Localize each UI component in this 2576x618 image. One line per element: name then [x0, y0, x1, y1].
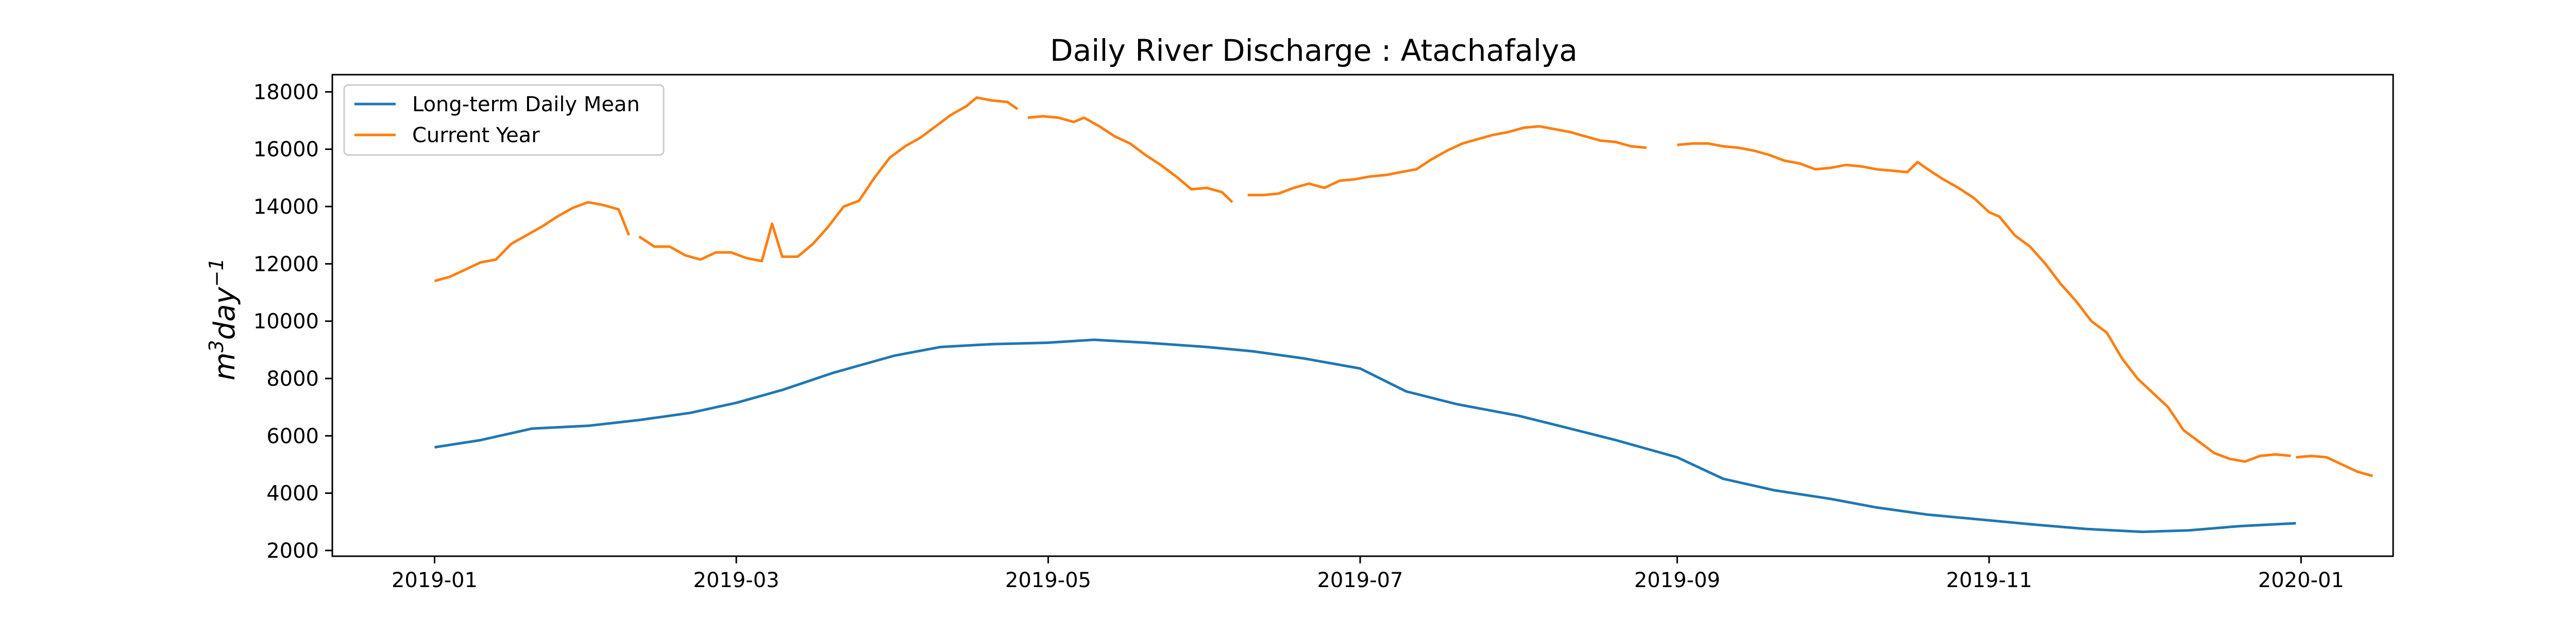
legend-box	[343, 84, 665, 156]
x-tick-label-2020-01: 2020-01	[2258, 569, 2344, 592]
y-tick-label-10000: 10000	[253, 310, 319, 334]
x-tick-label-2019-09: 2019-09	[1634, 569, 1720, 592]
plot-frame	[331, 74, 2394, 557]
legend: Long-term Daily Mean Current Year	[343, 84, 665, 156]
y-tick-label-12000: 12000	[253, 252, 319, 276]
series-line-current-year-segment-3	[1027, 115, 1233, 203]
x-tick-label-2019-05: 2019-05	[1005, 569, 1091, 592]
x-tick-label-2019-01: 2019-01	[392, 569, 478, 592]
y-axis-label-base: m	[208, 352, 242, 381]
y-axis-label-exponent-1: 3	[205, 340, 228, 352]
y-tick-label-8000: 8000	[266, 367, 319, 391]
x-tick-label-2019-07: 2019-07	[1317, 569, 1403, 592]
series-line-current-year-segment-4	[1247, 125, 1647, 197]
x-tick-label-2019-11: 2019-11	[1946, 569, 2032, 592]
y-axis-label-middle: day	[208, 286, 242, 340]
series-line-current-year-segment-2	[638, 96, 1019, 263]
y-axis: 2000 4000 6000 8000 10000 12000 14000 16000 1800…	[253, 80, 332, 563]
y-axis-label-exponent-2: −1	[205, 258, 228, 287]
y-tick-label-4000: 4000	[266, 482, 319, 506]
y-axis-label: m3day−1	[205, 258, 242, 381]
legend-label-1: Long-term Daily Mean	[412, 93, 640, 116]
y-tick-label-18000: 18000	[253, 80, 319, 104]
series-line-current-year-segment-6	[2296, 454, 2373, 477]
y-tick-label-16000: 16000	[253, 138, 319, 162]
y-tick-label-2000: 2000	[266, 539, 319, 563]
series-line-current-year-segment-5	[1677, 142, 2291, 463]
y-tick-label-14000: 14000	[253, 195, 319, 219]
series-line-long-term-daily-mean	[434, 338, 2296, 534]
chart-title: Daily River Discharge : Atachafalya	[1050, 33, 1578, 68]
x-axis: 2019-01 2019-03 2019-05 2019-07 2019-09 2019-…	[392, 556, 2344, 592]
plot-area	[434, 96, 2373, 534]
x-tick-label-2019-03: 2019-03	[693, 569, 779, 592]
y-tick-label-6000: 6000	[266, 424, 319, 448]
legend-label-2: Current Year	[412, 124, 540, 147]
series-line-current-year-segment-1	[434, 201, 631, 283]
